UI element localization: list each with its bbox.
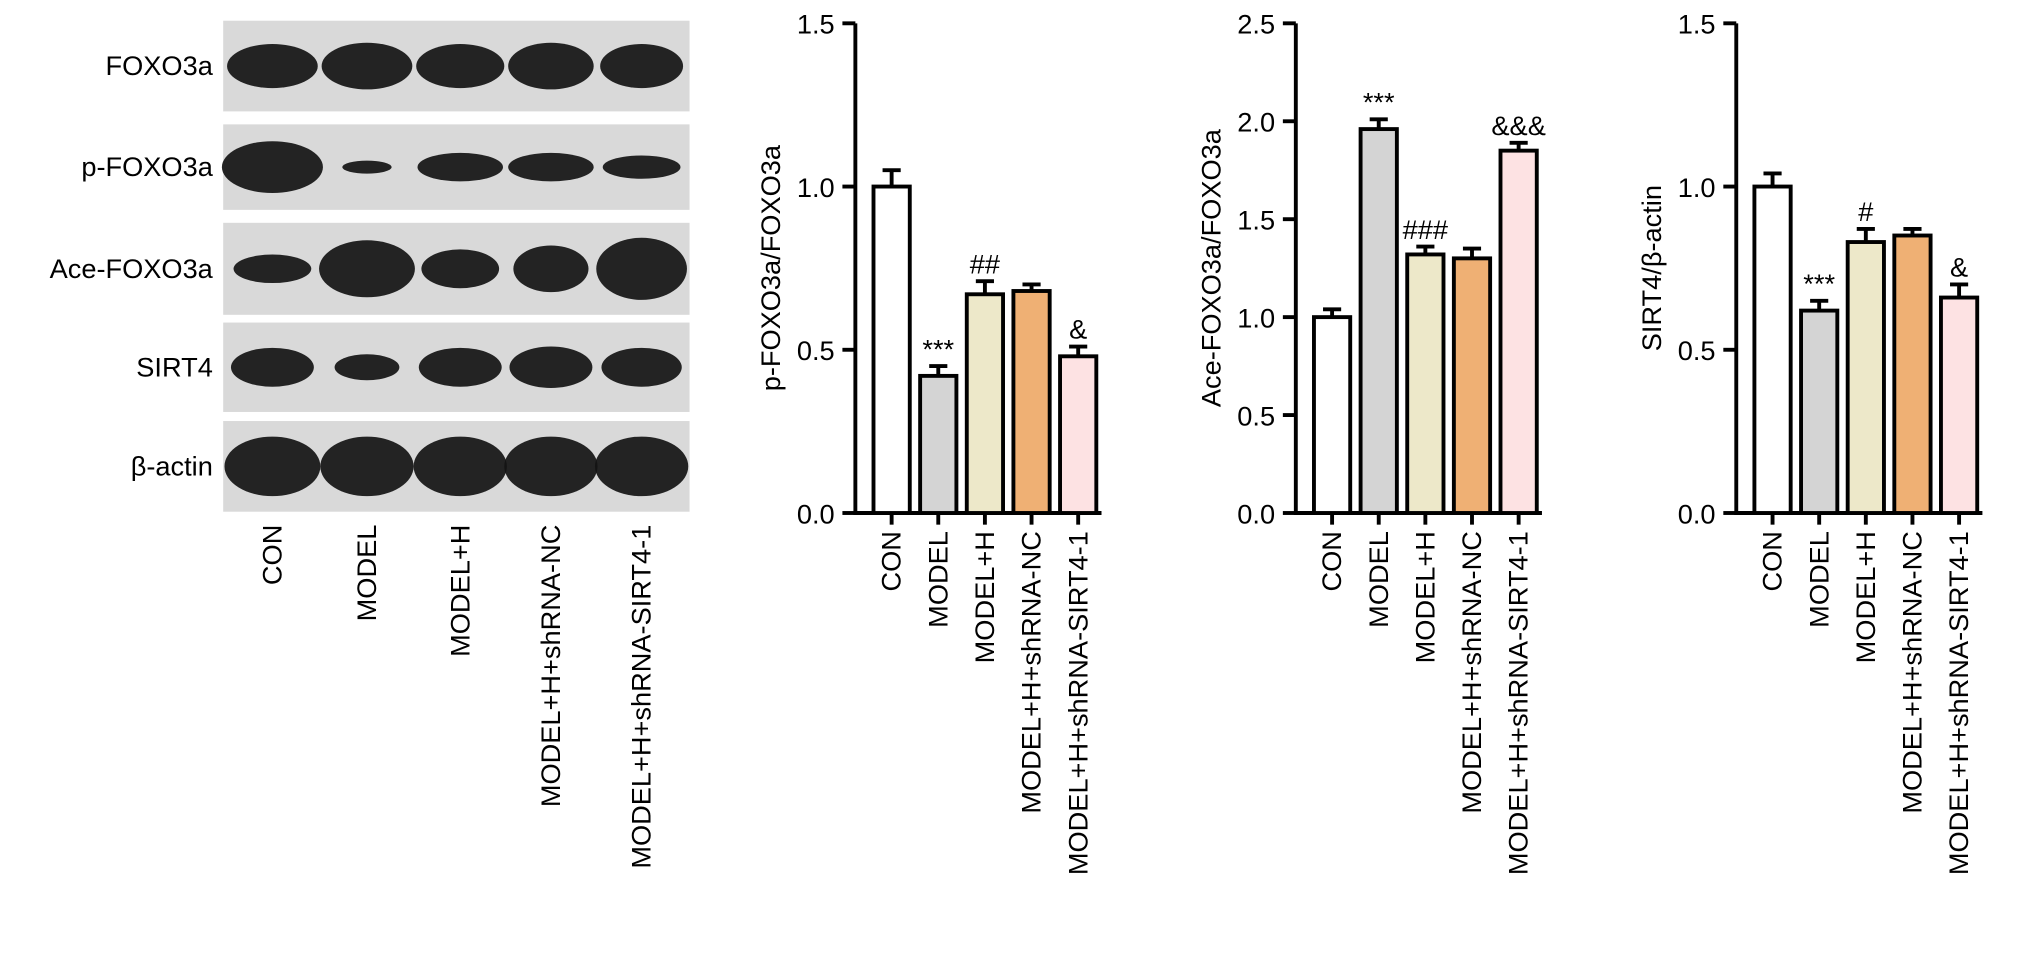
bar: [1011, 289, 1052, 515]
annotation: &: [1950, 252, 1968, 283]
bar: [1892, 233, 1933, 515]
blot-band: [413, 436, 507, 497]
annotation: ##: [970, 248, 1000, 279]
bar: [1358, 127, 1399, 515]
blot-band: [321, 42, 413, 90]
blot-lane-label: MODEL+H+shRNA-SIRT4-1: [626, 525, 657, 869]
blot-band: [416, 44, 505, 89]
annotation: ###: [1403, 214, 1448, 245]
y-tick-label: 2.0: [1237, 107, 1275, 138]
x-tick-label: CON: [1316, 531, 1347, 591]
blot-band: [342, 160, 392, 174]
x-tick-label: MODEL: [922, 531, 953, 628]
bar: [1058, 354, 1099, 515]
bar: [1498, 148, 1539, 515]
blot-row-label: SIRT4: [136, 351, 213, 382]
blot-band: [513, 245, 589, 293]
blot-band: [601, 347, 682, 387]
y-tick-label: 1.0: [1237, 302, 1275, 333]
blot-band: [334, 354, 400, 381]
blot-band: [508, 42, 594, 90]
blot-row-label: FOXO3a: [106, 50, 214, 81]
blot-band: [508, 152, 594, 182]
blot-band: [421, 249, 500, 289]
bar: [871, 184, 912, 515]
blot-row-label: β-actin: [131, 450, 213, 481]
blot-lane-label: MODEL: [351, 525, 382, 622]
annotation: ***: [922, 333, 954, 364]
annotation: &: [1069, 314, 1087, 345]
bar: [1451, 256, 1493, 515]
y-tick-label: 0.0: [797, 498, 835, 529]
y-tick-label: 1.0: [797, 172, 835, 203]
blot-row-label: Ace-FOXO3a: [50, 253, 214, 284]
blot-band: [227, 44, 318, 89]
x-tick-label: MODEL+H: [969, 531, 1000, 663]
y-axis-label: SIRT4/β-actin: [1636, 185, 1667, 351]
annotation: ***: [1363, 87, 1395, 118]
y-tick-label: 1.0: [1678, 172, 1716, 203]
blot-band: [233, 254, 312, 284]
x-tick-label: CON: [1757, 531, 1788, 591]
blot-band: [596, 237, 687, 300]
blot-band: [221, 141, 323, 194]
x-tick-label: MODEL: [1803, 531, 1834, 628]
blot-band: [594, 436, 689, 497]
y-tick-label: 0.0: [1237, 498, 1275, 529]
bar: [964, 292, 1005, 515]
x-tick-label: MODEL+H+shRNA-SIRT4-1: [1943, 531, 1974, 875]
x-tick-label: MODEL+H+shRNA-NC: [1897, 531, 1928, 814]
blot-lane-label: MODEL+H: [444, 525, 475, 657]
x-tick-label: MODEL+H+shRNA-SIRT4-1: [1062, 531, 1093, 875]
blot-band: [509, 346, 593, 388]
blot-band: [504, 436, 598, 497]
blot-lane-label: MODEL+H+shRNA-NC: [535, 525, 566, 808]
blot-row-label: p-FOXO3a: [81, 151, 213, 182]
y-axis-label: Ace-FOXO3a/FOXO3a: [1196, 128, 1227, 407]
annotation: &&&: [1491, 110, 1545, 141]
y-tick-label: 0.5: [1678, 335, 1716, 366]
blot-band: [320, 436, 414, 497]
annotation: #: [1858, 196, 1873, 227]
bar: [918, 373, 959, 515]
annotation: ***: [1803, 268, 1835, 299]
bar: [1845, 240, 1886, 515]
x-tick-label: MODEL+H: [1850, 531, 1881, 663]
y-axis-label: p-FOXO3a/FOXO3a: [755, 144, 786, 391]
blot-band: [418, 347, 502, 387]
bar: [1939, 295, 1980, 515]
y-tick-label: 1.5: [1237, 205, 1275, 236]
blot-band: [224, 436, 321, 497]
blot-band: [417, 152, 503, 182]
y-tick-label: 0.5: [797, 335, 835, 366]
x-tick-label: MODEL+H: [1409, 531, 1440, 663]
x-tick-label: MODEL+H+shRNA-NC: [1016, 531, 1047, 814]
x-tick-label: MODEL+H+shRNA-SIRT4-1: [1503, 531, 1534, 875]
blot-band: [600, 44, 684, 89]
x-tick-label: CON: [876, 531, 907, 591]
bar: [1405, 252, 1446, 515]
blot-lane-label: CON: [256, 525, 287, 585]
y-tick-label: 1.5: [797, 9, 835, 40]
y-tick-label: 1.5: [1678, 9, 1716, 40]
y-tick-label: 0.5: [1237, 400, 1275, 431]
y-tick-label: 2.5: [1237, 9, 1275, 40]
blot-band: [319, 240, 415, 298]
blot-band: [602, 155, 681, 179]
blot-band: [230, 347, 314, 387]
bar: [1752, 184, 1793, 515]
bar: [1312, 315, 1353, 515]
x-tick-label: MODEL+H+shRNA-NC: [1456, 531, 1487, 814]
y-tick-label: 0.0: [1678, 498, 1716, 529]
bar: [1799, 308, 1840, 515]
x-tick-label: MODEL: [1363, 531, 1394, 628]
